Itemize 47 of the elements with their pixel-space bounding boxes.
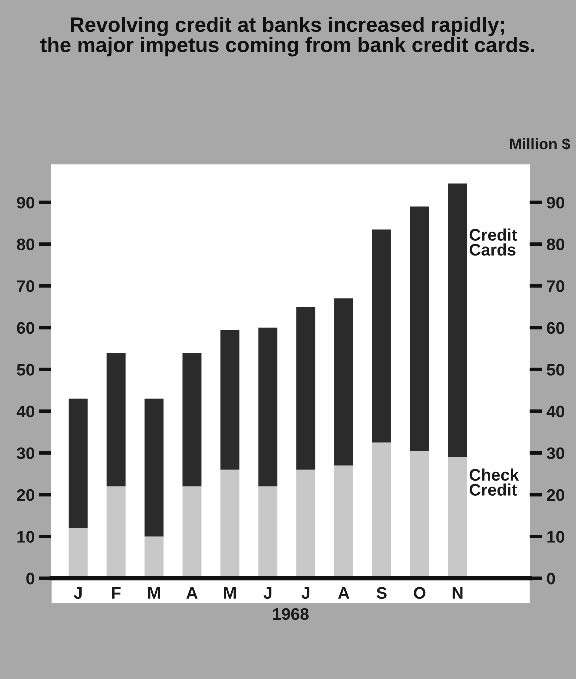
- series-label: Credit Cards: [470, 228, 518, 256]
- y2-tick-label: 90: [547, 196, 564, 209]
- bar: [144, 398, 164, 537]
- bar: [68, 398, 88, 528]
- chart-title: Revolving credit at banks increased rapidly; the major impetus coming from bank credit cards.: [40, 16, 534, 57]
- series-label: Check Credit: [470, 468, 520, 496]
- y-tick-label: 0: [26, 572, 34, 585]
- x-axis-title: 1968: [273, 608, 309, 620]
- y-tick-label: 50: [17, 364, 34, 376]
- bar: [448, 184, 468, 458]
- bar: [410, 206, 430, 452]
- x-tick-label: N: [452, 587, 463, 599]
- y-tick-label: 30: [17, 448, 34, 460]
- bar: [106, 352, 126, 487]
- x-tick-label: F: [112, 587, 121, 599]
- bar: [334, 298, 354, 466]
- y-tick-label: 90: [17, 196, 34, 209]
- x-tick-label: A: [338, 587, 350, 599]
- bar: [372, 230, 392, 443]
- y2-tick-label: 50: [547, 364, 564, 376]
- y2-tick-label: 80: [547, 238, 564, 251]
- x-tick-label: J: [302, 587, 310, 600]
- x-tick-label: M: [148, 587, 160, 599]
- y2-tick-label: 20: [547, 489, 564, 502]
- y2-tick-label: 0: [547, 572, 556, 585]
- y2-axis-title: Million $: [510, 138, 570, 151]
- bar: [296, 307, 316, 470]
- x-tick-label: O: [414, 587, 426, 600]
- x-tick-label: J: [264, 587, 272, 600]
- bar: [220, 330, 240, 470]
- y-tick-label: 40: [16, 406, 34, 418]
- y2-tick-label: 40: [546, 406, 564, 418]
- y-tick-label: 70: [17, 280, 34, 292]
- y-tick-label: 20: [17, 489, 34, 502]
- x-tick-label: M: [224, 587, 236, 599]
- y-tick-label: 10: [18, 531, 34, 543]
- y2-tick-label: 30: [546, 448, 564, 460]
- y2-tick-label: 10: [548, 531, 564, 543]
- y-tick-label: 80: [17, 238, 34, 251]
- y2-tick-label: 60: [547, 322, 564, 334]
- x-tick-label: J: [74, 587, 82, 600]
- x-tick-label: A: [186, 587, 198, 599]
- bar: [182, 352, 202, 487]
- x-tick-label: S: [376, 587, 387, 600]
- y2-tick-label: 70: [547, 280, 564, 292]
- bar: [258, 328, 278, 487]
- y-tick-label: 60: [17, 322, 34, 334]
